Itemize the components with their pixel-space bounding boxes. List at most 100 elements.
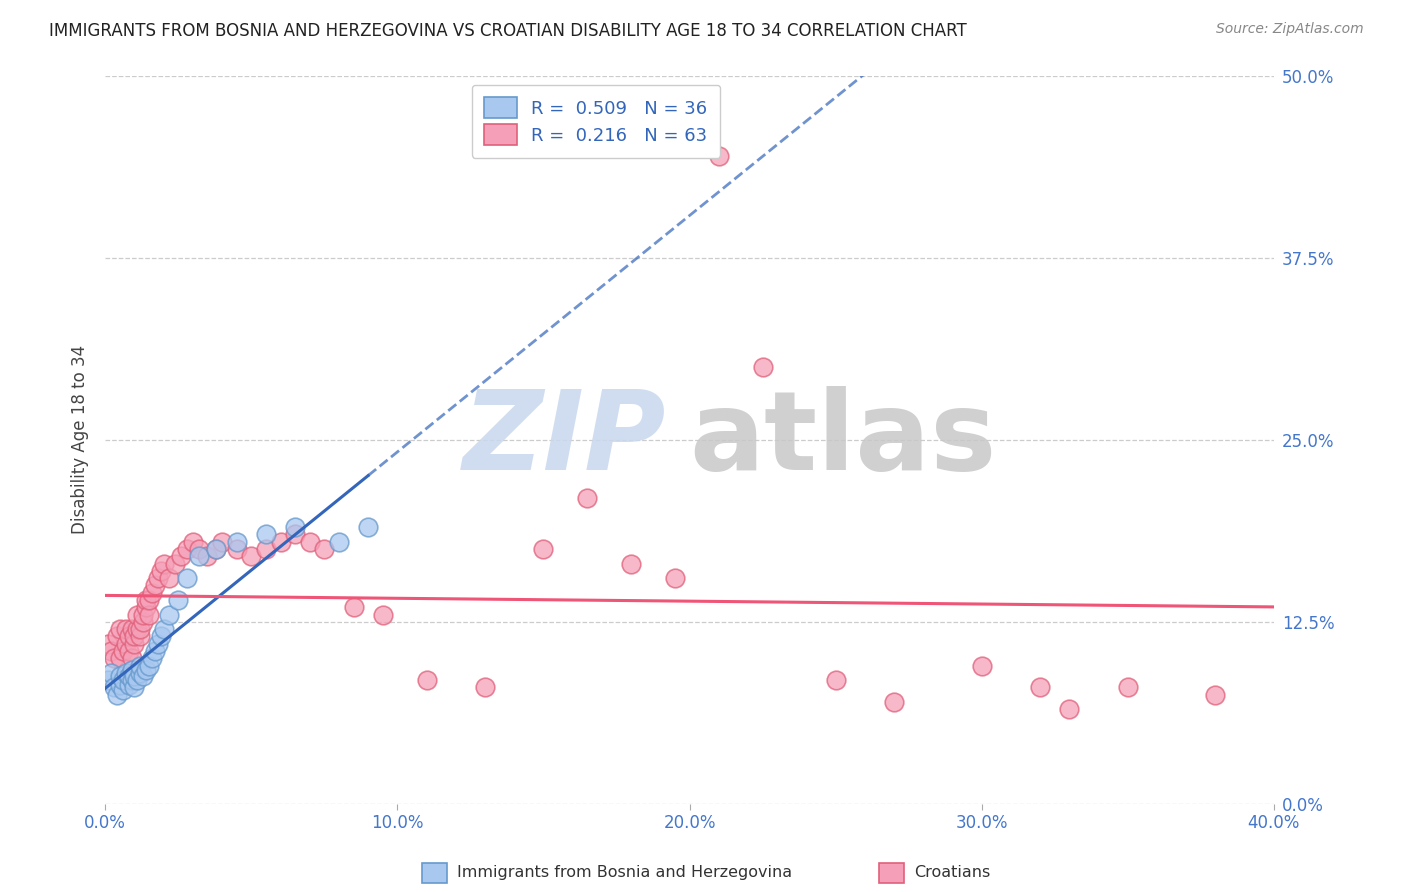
Point	[1059, 702, 1081, 716]
Point	[146, 571, 169, 585]
Point	[124, 681, 146, 695]
Point	[121, 663, 143, 677]
Point	[108, 677, 131, 691]
Point	[883, 695, 905, 709]
Point	[105, 688, 128, 702]
Point	[117, 644, 139, 658]
Point	[108, 622, 131, 636]
Point	[135, 663, 157, 677]
Point	[576, 491, 599, 505]
Point	[117, 669, 139, 683]
Point	[225, 541, 247, 556]
Point	[111, 683, 134, 698]
Point	[108, 651, 131, 665]
Point	[103, 681, 125, 695]
Point	[620, 557, 643, 571]
Point	[124, 629, 146, 643]
Point	[149, 629, 172, 643]
Point	[187, 549, 209, 564]
Point	[100, 644, 122, 658]
Point	[328, 534, 350, 549]
Point	[105, 629, 128, 643]
Point	[143, 578, 166, 592]
Point	[211, 534, 233, 549]
Point	[240, 549, 263, 564]
Point	[167, 593, 190, 607]
Legend: R =  0.509   N = 36, R =  0.216   N = 63: R = 0.509 N = 36, R = 0.216 N = 63	[472, 85, 720, 158]
Point	[159, 607, 181, 622]
Point	[100, 665, 122, 680]
Point	[97, 673, 120, 687]
Point	[114, 622, 136, 636]
Point	[751, 359, 773, 374]
Point	[111, 673, 134, 687]
Point	[117, 629, 139, 643]
Point	[117, 677, 139, 691]
Point	[135, 600, 157, 615]
Point	[149, 564, 172, 578]
Point	[970, 658, 993, 673]
Point	[225, 534, 247, 549]
Point	[132, 607, 155, 622]
Point	[707, 148, 730, 162]
Point	[181, 534, 204, 549]
Text: IMMIGRANTS FROM BOSNIA AND HERZEGOVINA VS CROATIAN DISABILITY AGE 18 TO 34 CORRE: IMMIGRANTS FROM BOSNIA AND HERZEGOVINA V…	[49, 22, 967, 40]
Point	[138, 607, 160, 622]
Point	[143, 644, 166, 658]
Text: Immigrants from Bosnia and Herzegovina: Immigrants from Bosnia and Herzegovina	[457, 865, 792, 880]
Point	[129, 665, 152, 680]
Point	[298, 534, 321, 549]
Point	[284, 527, 307, 541]
Point	[124, 669, 146, 683]
Point	[121, 651, 143, 665]
Point	[824, 673, 846, 687]
Point	[129, 629, 152, 643]
Point	[159, 571, 181, 585]
Point	[135, 593, 157, 607]
Point	[176, 541, 198, 556]
Point	[371, 607, 394, 622]
Point	[127, 607, 149, 622]
Point	[97, 637, 120, 651]
Point	[114, 637, 136, 651]
Point	[254, 527, 277, 541]
Text: atlas: atlas	[689, 386, 997, 493]
Point	[132, 669, 155, 683]
Point	[664, 571, 686, 585]
Point	[197, 549, 219, 564]
Point	[342, 600, 364, 615]
Point	[138, 593, 160, 607]
Point	[357, 520, 380, 534]
Point	[415, 673, 437, 687]
Point	[114, 665, 136, 680]
Point	[132, 615, 155, 629]
Point	[205, 541, 228, 556]
Point	[124, 637, 146, 651]
Point	[152, 622, 174, 636]
Point	[121, 622, 143, 636]
Text: Croatians: Croatians	[914, 865, 990, 880]
Point	[129, 658, 152, 673]
Point	[121, 673, 143, 687]
Point	[129, 622, 152, 636]
Point	[314, 541, 336, 556]
Point	[170, 549, 193, 564]
Point	[165, 557, 187, 571]
Point	[138, 658, 160, 673]
Point	[108, 669, 131, 683]
Point	[1204, 688, 1226, 702]
Text: ZIP: ZIP	[463, 386, 666, 493]
Point	[127, 622, 149, 636]
Point	[111, 644, 134, 658]
Point	[205, 541, 228, 556]
Point	[127, 673, 149, 687]
Point	[270, 534, 292, 549]
Point	[1116, 681, 1139, 695]
Y-axis label: Disability Age 18 to 34: Disability Age 18 to 34	[72, 345, 89, 534]
Point	[146, 637, 169, 651]
Point	[187, 541, 209, 556]
Point	[1029, 681, 1052, 695]
Point	[141, 651, 163, 665]
Point	[533, 541, 555, 556]
Point	[103, 651, 125, 665]
